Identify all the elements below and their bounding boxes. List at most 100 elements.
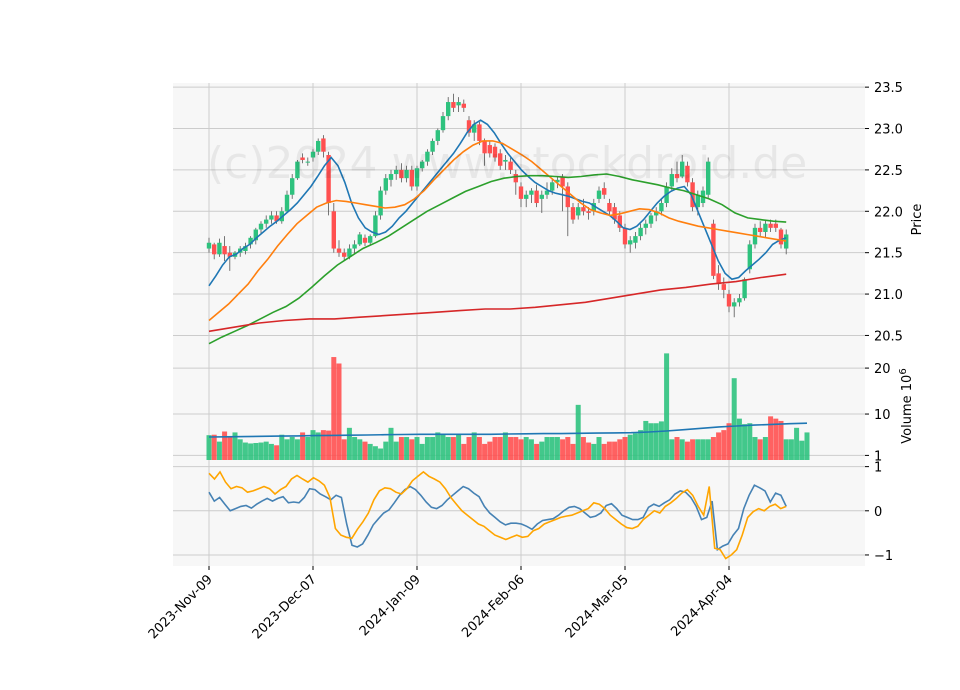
candle-body	[451, 102, 456, 108]
candle-body	[508, 161, 513, 170]
volume-bar	[346, 427, 352, 460]
osc-tick-label-0: −1	[874, 549, 893, 564]
volume-bar	[419, 443, 425, 460]
candle-body	[316, 140, 321, 152]
volume-bar	[804, 432, 810, 460]
volume-bar	[773, 418, 779, 460]
volume-bar	[268, 443, 274, 460]
candle-body	[602, 188, 607, 195]
volume-bar	[393, 441, 399, 460]
candle-body	[529, 190, 534, 195]
volume-bar	[669, 439, 675, 460]
volume-axis-label: Volume 106	[898, 368, 916, 443]
volume-bar	[289, 437, 295, 460]
candle-body	[394, 169, 399, 175]
x-tick-label-2: 2024-Jan-09	[357, 572, 424, 639]
moving-average-line-2	[208, 140, 787, 322]
candle-body	[628, 240, 633, 245]
volume-bar	[461, 443, 467, 460]
candle-body	[726, 294, 732, 307]
candle-body	[331, 211, 336, 249]
candle-body	[472, 124, 477, 133]
volume-bar	[409, 439, 415, 460]
candle-body	[503, 159, 508, 162]
candle-body	[399, 169, 404, 179]
price-tick-label-4: 22.5	[874, 164, 903, 179]
volume-bar	[627, 434, 633, 460]
candle-body	[659, 203, 664, 212]
candle-body	[300, 157, 305, 160]
candle-body	[669, 174, 674, 187]
moving-average-line-4	[208, 273, 787, 333]
candle-body	[586, 211, 591, 213]
candle-body	[747, 244, 752, 270]
volume-bar	[799, 440, 805, 460]
volume-axis-exponent: 6	[898, 368, 909, 374]
volume-bar	[721, 430, 727, 460]
volume-bar	[534, 443, 540, 460]
volume-bar	[565, 437, 571, 460]
candle-body	[440, 116, 446, 131]
candle-body	[305, 161, 310, 163]
candle-body	[555, 179, 560, 183]
candle-body	[414, 168, 420, 187]
candle-body	[258, 223, 264, 230]
candle-body	[737, 298, 742, 303]
candle-body	[690, 182, 695, 208]
candle-body	[612, 207, 617, 220]
volume-bar	[502, 432, 508, 460]
candle-body	[227, 252, 232, 257]
volume-bar	[596, 437, 602, 460]
volume-bar	[279, 434, 285, 460]
volume-bar	[294, 439, 300, 460]
volume-bar	[783, 439, 789, 460]
volume-bar	[778, 420, 784, 460]
candle-body	[388, 174, 394, 180]
volume-bar	[747, 423, 753, 460]
volume-bar	[232, 432, 238, 460]
volume-bar	[528, 439, 534, 460]
volume-bar	[716, 432, 722, 460]
candle-body	[420, 161, 425, 169]
volume-bar	[710, 437, 716, 460]
candle-body	[607, 203, 612, 212]
candle-body	[212, 244, 217, 255]
volume-bar	[752, 437, 758, 460]
volume-bar	[248, 443, 254, 460]
volume-bar	[367, 443, 373, 460]
volume-tick-label-2: 20	[874, 362, 891, 377]
volume-bar	[445, 437, 451, 460]
candle-body	[284, 194, 290, 212]
price-tick-label-1: 21.0	[874, 288, 903, 303]
volume-bar	[617, 439, 623, 460]
volume-bar	[456, 434, 462, 460]
candle-body	[264, 219, 269, 224]
volume-bar	[253, 442, 259, 460]
volume-bar	[554, 437, 560, 460]
x-tick-label-1: 2023-Dec-07	[250, 572, 320, 642]
candle-body	[763, 223, 768, 232]
volume-bar	[497, 437, 503, 460]
volume-bar	[466, 437, 472, 460]
candle-body	[524, 194, 529, 199]
volume-bar	[336, 363, 342, 460]
candle-body	[498, 153, 503, 166]
volume-bar	[523, 437, 529, 460]
price-tick-label-2: 21.5	[874, 247, 903, 262]
candle-body	[513, 174, 518, 183]
price-tick-label-0: 20.5	[874, 329, 903, 344]
candle-body	[269, 215, 274, 220]
candle-body	[654, 211, 659, 216]
volume-bar	[518, 439, 524, 460]
volume-bar	[736, 418, 742, 460]
volume-bar	[513, 437, 519, 460]
candle-body	[550, 182, 555, 191]
candle-body	[768, 223, 773, 228]
volume-bar	[357, 439, 363, 460]
candle-body	[622, 227, 628, 245]
candle-body	[378, 190, 383, 216]
volume-bar	[450, 437, 456, 460]
volume-bar	[757, 439, 763, 460]
volume-bar	[331, 357, 337, 460]
